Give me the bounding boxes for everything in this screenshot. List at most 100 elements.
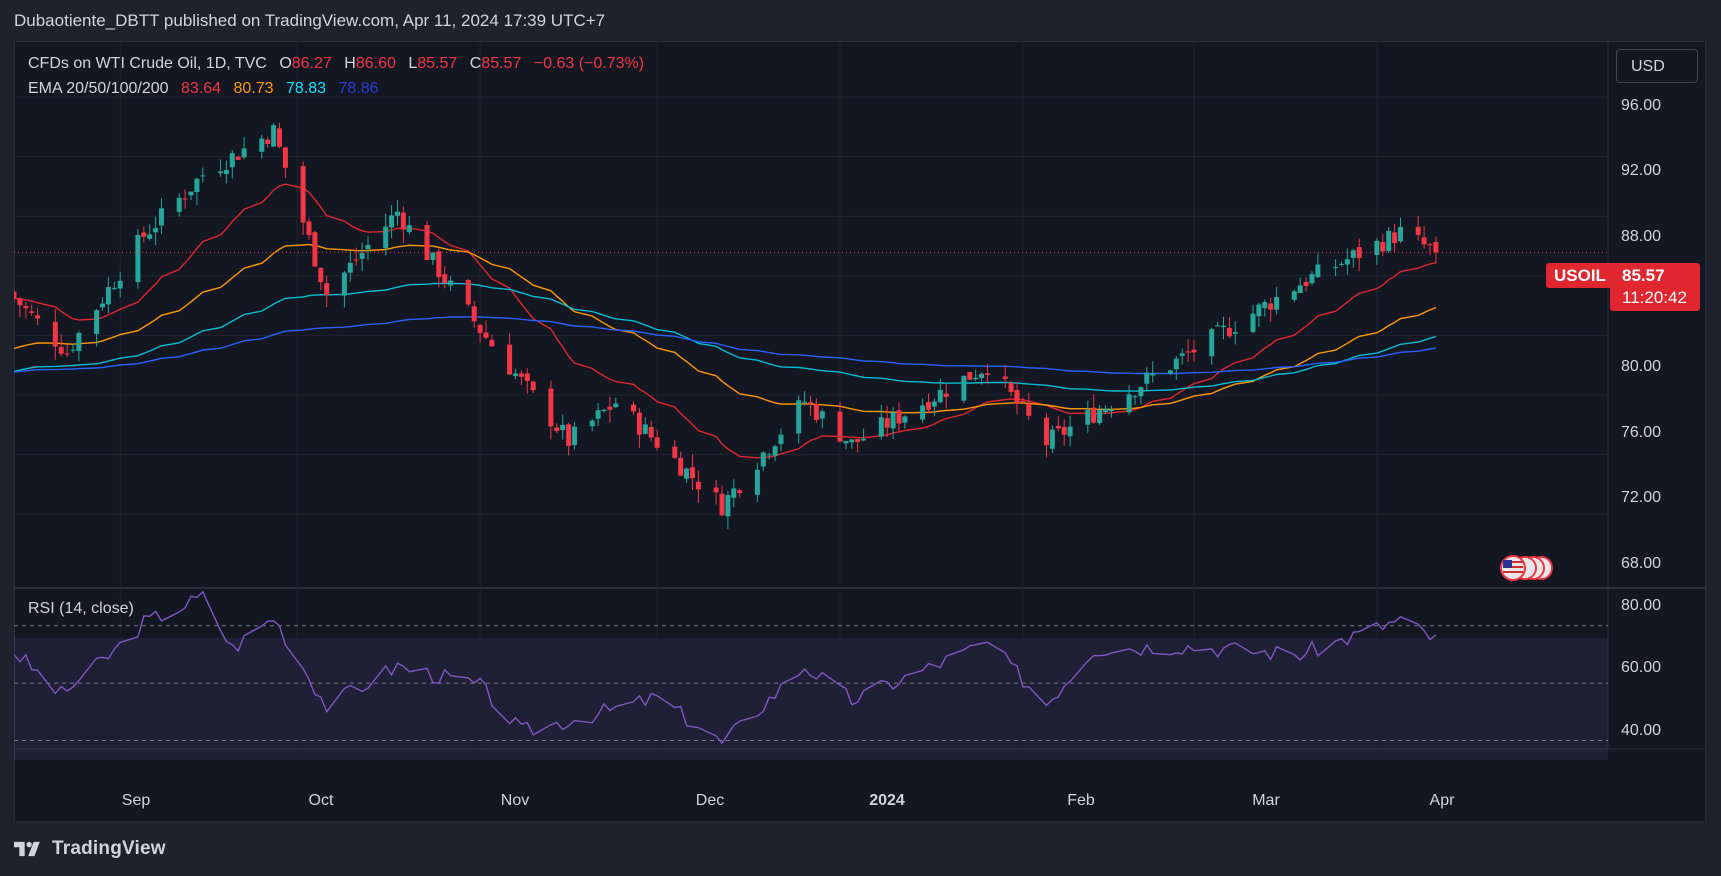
chart-frame bbox=[14, 41, 1706, 822]
candle-body bbox=[182, 198, 188, 200]
candle-body bbox=[1067, 426, 1073, 437]
candle-body bbox=[241, 148, 247, 158]
candle-body bbox=[973, 377, 979, 380]
candle-body bbox=[141, 232, 147, 237]
candle-body bbox=[448, 280, 454, 286]
candle-body bbox=[1167, 370, 1173, 374]
price-chart[interactable] bbox=[14, 41, 1706, 822]
ema-legend: EMA 20/50/100/200 83.64 80.73 78.83 78.8… bbox=[28, 80, 379, 98]
candle-body bbox=[690, 467, 695, 479]
low-value: 85.57 bbox=[417, 55, 458, 72]
open-label: O bbox=[279, 55, 292, 72]
candle-body bbox=[837, 411, 843, 442]
candle-body bbox=[1091, 407, 1097, 423]
candle-body bbox=[896, 410, 902, 424]
candle-body bbox=[518, 373, 524, 377]
candle-body bbox=[943, 393, 949, 397]
time-tick: 2024 bbox=[869, 792, 905, 809]
candle-body bbox=[766, 454, 772, 456]
candle-body bbox=[937, 389, 943, 403]
candle-body bbox=[1185, 351, 1191, 353]
candle-body bbox=[589, 420, 595, 427]
candle-body bbox=[554, 427, 560, 431]
candle-body bbox=[607, 406, 613, 410]
us-flag-icon[interactable] bbox=[1498, 554, 1556, 582]
candle-body bbox=[17, 298, 23, 306]
candle-body bbox=[524, 373, 530, 381]
candle-body bbox=[926, 401, 931, 410]
time-tick: Sep bbox=[121, 792, 151, 809]
candle-body bbox=[672, 446, 678, 458]
time-tick: Nov bbox=[500, 792, 530, 809]
candle-body bbox=[100, 303, 105, 308]
candle-body bbox=[731, 488, 737, 498]
rsi-series-line bbox=[14, 590, 1437, 745]
candle-body bbox=[229, 153, 235, 168]
candle-body bbox=[1339, 263, 1344, 265]
ema-lines bbox=[14, 183, 1437, 459]
candle-body bbox=[176, 197, 182, 212]
open-value: 86.27 bbox=[291, 55, 332, 72]
candle-body bbox=[636, 412, 642, 435]
candle-body bbox=[560, 424, 566, 431]
candle-body bbox=[218, 171, 223, 174]
candle-body bbox=[878, 417, 884, 437]
candle-body bbox=[1356, 247, 1362, 259]
candle-body bbox=[754, 469, 760, 495]
candle-body bbox=[1398, 226, 1403, 242]
candle-body bbox=[1138, 387, 1144, 397]
candle-body bbox=[194, 178, 200, 193]
candle-body bbox=[1126, 394, 1132, 413]
candle-body bbox=[985, 373, 990, 376]
candle-body bbox=[52, 321, 58, 347]
candle-body bbox=[548, 388, 554, 427]
candle-body bbox=[1215, 325, 1221, 327]
price-tick: 76.00 bbox=[1621, 424, 1662, 441]
candle-body bbox=[737, 490, 743, 494]
candle-body bbox=[235, 156, 241, 160]
candle-body bbox=[200, 175, 206, 177]
symbol-name: CFDs on WTI Crude Oil, 1D, TVC bbox=[28, 55, 267, 72]
grid bbox=[14, 41, 1608, 749]
candle-body bbox=[111, 287, 117, 290]
candle-body bbox=[1191, 349, 1197, 353]
candle-body bbox=[884, 418, 890, 428]
candle-body bbox=[1055, 425, 1061, 429]
price-tick: 68.00 bbox=[1621, 555, 1662, 572]
candle-body bbox=[105, 287, 111, 305]
candle-body bbox=[713, 487, 719, 493]
candle-body bbox=[967, 371, 973, 380]
candle-body bbox=[282, 147, 288, 168]
candle-body bbox=[188, 191, 194, 196]
candle-body bbox=[601, 409, 607, 412]
candle-body bbox=[1097, 410, 1103, 424]
publish-header: Dubaotiente_DBTT published on TradingVie… bbox=[0, 0, 1721, 41]
candle-body bbox=[719, 493, 725, 516]
candle-body bbox=[695, 481, 701, 490]
last-price-value: 85.57 bbox=[1622, 266, 1665, 285]
candle-body bbox=[271, 125, 277, 147]
candle-body bbox=[1380, 241, 1386, 252]
candle-body bbox=[277, 128, 282, 147]
ema-200-line bbox=[14, 316, 1437, 375]
candle-body bbox=[23, 305, 29, 309]
candle-body bbox=[613, 403, 619, 408]
candle-body bbox=[648, 427, 654, 438]
candle-body bbox=[1061, 426, 1067, 435]
candle-body bbox=[1221, 325, 1226, 328]
rsi-tick: 60.00 bbox=[1621, 659, 1662, 676]
candle-body bbox=[1344, 259, 1350, 265]
candle-body bbox=[477, 324, 483, 333]
candle-body bbox=[1262, 302, 1268, 309]
candle-body bbox=[395, 211, 400, 216]
price-tick: 88.00 bbox=[1621, 228, 1662, 245]
currency-button[interactable]: USD bbox=[1616, 49, 1698, 83]
candle-body bbox=[341, 272, 347, 296]
last-price-label: 85.57 11:20:42 bbox=[1610, 263, 1700, 311]
ema20-value: 83.64 bbox=[181, 80, 222, 97]
ema-20-line bbox=[14, 183, 1437, 459]
brand[interactable]: TradingView bbox=[14, 838, 166, 860]
candle-body bbox=[1250, 313, 1256, 332]
candle-body bbox=[1256, 304, 1262, 317]
time-tick: Feb bbox=[1067, 792, 1095, 809]
